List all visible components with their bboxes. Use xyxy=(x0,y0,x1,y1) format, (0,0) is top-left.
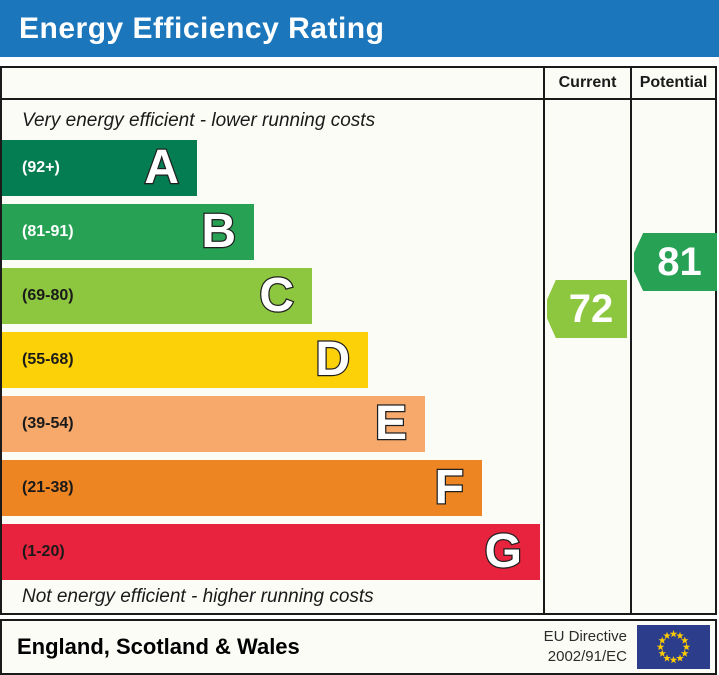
eu-directive-line1: EU Directive xyxy=(543,627,627,645)
eu-directive-text: EU Directive 2002/91/EC xyxy=(544,627,637,668)
band-e-range: (39-54) xyxy=(22,415,74,432)
band-e-letter: E xyxy=(374,397,409,450)
footer-region-label: England, Scotland & Wales xyxy=(17,634,300,659)
potential-rating-arrow: 81 xyxy=(634,233,717,291)
band-c: (69-80) C xyxy=(2,268,312,324)
footer-bar: England, Scotland & Wales EU Directive 2… xyxy=(0,619,717,675)
rating-table: Current Potential Very energy efficient … xyxy=(0,66,717,615)
band-d-range: (55-68) xyxy=(22,351,74,368)
band-d-letter: D xyxy=(314,333,351,386)
band-g-range: (1-20) xyxy=(22,543,65,560)
band-b: (81-91) B xyxy=(2,204,254,260)
note-not-efficient: Not energy efficient - higher running co… xyxy=(22,586,374,607)
band-b-letter: B xyxy=(200,205,237,258)
band-a: (92+) A xyxy=(2,140,197,196)
table-header-row xyxy=(2,68,715,100)
band-b-range: (81-91) xyxy=(22,223,74,240)
current-rating-value: 72 xyxy=(568,286,614,331)
band-d: (55-68) D xyxy=(2,332,368,388)
eu-directive-line2: 2002/91/EC xyxy=(547,648,627,665)
column-divider-potential xyxy=(630,68,632,613)
title-bar: Energy Efficiency Rating xyxy=(0,0,719,57)
current-column-header: Current xyxy=(558,74,617,91)
potential-column-header: Potential xyxy=(639,74,708,91)
band-f-letter: F xyxy=(433,461,465,514)
band-e: (39-54) E xyxy=(2,396,425,452)
band-f-range: (21-38) xyxy=(22,479,74,496)
band-a-range: (92+) xyxy=(22,159,60,176)
potential-rating-value: 81 xyxy=(657,239,702,284)
band-c-letter: C xyxy=(258,269,295,322)
page-title: Energy Efficiency Rating xyxy=(19,11,385,45)
band-a-letter: A xyxy=(143,141,180,194)
current-rating-arrow: 72 xyxy=(547,280,627,338)
note-very-efficient: Very energy efficient - lower running co… xyxy=(22,110,376,131)
band-g: (1-20) G xyxy=(2,524,540,580)
band-f: (21-38) F xyxy=(2,460,482,516)
band-g-letter: G xyxy=(483,525,523,578)
column-divider-current xyxy=(543,68,545,613)
eu-flag-icon xyxy=(637,625,710,669)
band-c-range: (69-80) xyxy=(22,287,74,304)
